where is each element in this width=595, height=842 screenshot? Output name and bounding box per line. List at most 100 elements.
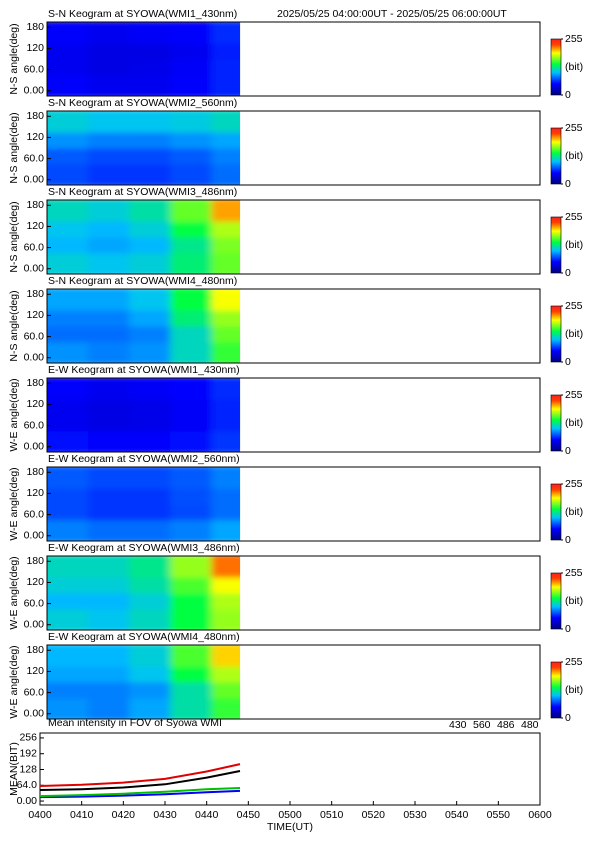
heatmap-cell bbox=[47, 289, 89, 311]
colorbar-tick-label: 255 bbox=[565, 33, 583, 45]
series-line bbox=[39, 763, 241, 787]
chart-title: Mean intensity in FOV of Syowa WMI bbox=[48, 717, 222, 729]
heatmap-cells bbox=[47, 200, 241, 274]
colorbar bbox=[550, 38, 562, 96]
heatmap-cell bbox=[88, 237, 130, 254]
heatmap-cell bbox=[88, 221, 130, 238]
colorbar-label: (bit) bbox=[565, 239, 583, 251]
heatmap-cell bbox=[170, 467, 212, 489]
heatmap-cell bbox=[170, 504, 212, 521]
y-tick-label: 120 bbox=[26, 220, 44, 232]
heatmap-cell bbox=[88, 645, 130, 667]
x-tick-label: 0530 bbox=[403, 809, 427, 821]
y-axis-label: W-E angle(deg) bbox=[8, 645, 20, 718]
x-tick-label: 0600 bbox=[528, 809, 552, 821]
heatmap-cell bbox=[129, 237, 171, 254]
series-line bbox=[39, 789, 241, 799]
y-tick-label: 120 bbox=[26, 309, 44, 321]
series-line bbox=[39, 770, 241, 791]
heatmap-cell bbox=[88, 415, 130, 432]
colorbar-tick-label: 0 bbox=[565, 178, 571, 190]
chart-subtitle: 2025/05/25 04:00:00UT - 2025/05/25 06:00… bbox=[277, 8, 507, 20]
heatmap-cell bbox=[47, 200, 89, 222]
heatmap-cells bbox=[47, 645, 241, 719]
heatmap-cell bbox=[211, 645, 241, 667]
y-tick-label: 180 bbox=[26, 555, 44, 567]
heatmap-cell bbox=[170, 415, 212, 432]
heatmap-cell bbox=[47, 310, 89, 327]
heatmap-cell bbox=[129, 467, 171, 489]
chart-title: E-W Keogram at SYOWA(WMI4_480nm) bbox=[48, 631, 240, 643]
heatmap-cell bbox=[211, 74, 241, 96]
plot-frame bbox=[46, 377, 541, 453]
heatmap-cell bbox=[211, 577, 241, 594]
heatmap-cell bbox=[88, 74, 130, 96]
heatmap-cell bbox=[170, 22, 212, 44]
heatmap-cell bbox=[129, 74, 171, 96]
y-tick-label: 120 bbox=[26, 42, 44, 54]
heatmap-cell bbox=[211, 22, 241, 44]
y-tick-label: 60.0 bbox=[24, 508, 45, 520]
y-tick-label: 192 bbox=[19, 747, 37, 759]
y-tick-label: 60.0 bbox=[24, 241, 45, 253]
heatmap-cell bbox=[47, 666, 89, 683]
heatmap-cell bbox=[47, 378, 89, 400]
heatmap-cell bbox=[129, 59, 171, 76]
heatmap-cell bbox=[170, 132, 212, 149]
colorbar bbox=[550, 127, 562, 185]
heatmap-cell bbox=[170, 326, 212, 343]
y-tick-label: 0.00 bbox=[24, 351, 45, 363]
heatmap-cell bbox=[211, 43, 241, 60]
heatmap-cell bbox=[88, 608, 130, 630]
chart-title: E-W Keogram at SYOWA(WMI3_486nm) bbox=[48, 542, 240, 554]
heatmap bbox=[47, 22, 241, 96]
heatmap-cell bbox=[129, 310, 171, 327]
y-tick-label: 60.0 bbox=[24, 63, 45, 75]
x-tick-label: 0550 bbox=[487, 809, 511, 821]
heatmap-cell bbox=[47, 697, 89, 719]
heatmap-cell bbox=[88, 200, 130, 222]
heatmap-cell bbox=[129, 43, 171, 60]
y-tick-label: 180 bbox=[26, 21, 44, 33]
colorbar-tick-label: 255 bbox=[565, 122, 583, 134]
heatmap-cell bbox=[211, 488, 241, 505]
y-axis-label: MEAN(BIT) bbox=[8, 742, 20, 796]
heatmap-cell bbox=[129, 22, 171, 44]
heatmap-cell bbox=[129, 252, 171, 274]
colorbar-tick-label: 0 bbox=[565, 89, 571, 101]
plot-frame bbox=[46, 288, 541, 364]
colorbar-tick-label: 255 bbox=[565, 478, 583, 490]
heatmap-cell bbox=[129, 519, 171, 541]
legend-entry: 560 bbox=[473, 719, 491, 731]
heatmap-cell bbox=[211, 666, 241, 683]
heatmap-cell bbox=[170, 378, 212, 400]
heatmap-cell bbox=[211, 378, 241, 400]
heatmap-cell bbox=[211, 163, 241, 185]
y-tick-label: 180 bbox=[26, 377, 44, 389]
heatmap-cell bbox=[211, 608, 241, 630]
heatmap-cell bbox=[47, 74, 89, 96]
y-axis-label: N-S angle(deg) bbox=[8, 201, 20, 272]
heatmap-cell bbox=[211, 593, 241, 610]
y-tick-label: 120 bbox=[26, 398, 44, 410]
heatmap-cell bbox=[47, 504, 89, 521]
y-tick-label: 180 bbox=[26, 644, 44, 656]
y-tick-label: 180 bbox=[26, 466, 44, 478]
heatmap-cell bbox=[170, 608, 212, 630]
heatmap-cell bbox=[170, 577, 212, 594]
heatmap-cell bbox=[88, 59, 130, 76]
heatmap-cell bbox=[47, 341, 89, 363]
heatmap bbox=[47, 111, 241, 185]
colorbar-label: (bit) bbox=[565, 684, 583, 696]
colorbar bbox=[550, 394, 562, 452]
heatmap-cell bbox=[88, 697, 130, 719]
heatmap-cell bbox=[47, 682, 89, 699]
heatmap-cell bbox=[170, 252, 212, 274]
heatmap-cell bbox=[211, 467, 241, 489]
heatmap-cell bbox=[211, 430, 241, 452]
heatmap-cell bbox=[47, 111, 89, 133]
heatmap-cell bbox=[129, 148, 171, 165]
colorbar-tick-label: 255 bbox=[565, 211, 583, 223]
chart-title: E-W Keogram at SYOWA(WMI1_430nm) bbox=[48, 364, 240, 376]
heatmap-cell bbox=[170, 221, 212, 238]
